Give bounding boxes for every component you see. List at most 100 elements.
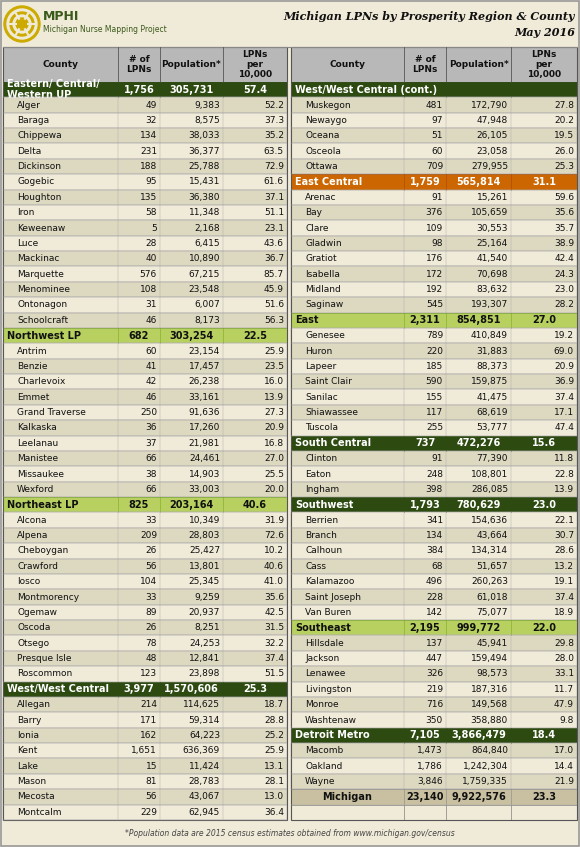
Text: Livingston: Livingston: [305, 685, 351, 694]
Text: Huron: Huron: [305, 346, 332, 356]
Text: 22.0: 22.0: [532, 623, 556, 633]
Text: Michigan LPNs by Prosperity Region & County: Michigan LPNs by Prosperity Region & Cou…: [284, 10, 575, 21]
Text: 38,033: 38,033: [188, 131, 220, 141]
Text: Branch: Branch: [305, 531, 337, 540]
Text: 172: 172: [426, 269, 443, 279]
Text: 20.0: 20.0: [264, 485, 284, 494]
Bar: [3, 620, 287, 635]
Bar: [291, 420, 577, 435]
Text: 134: 134: [140, 131, 157, 141]
Bar: [291, 482, 577, 497]
Bar: [3, 682, 287, 697]
Text: 43.6: 43.6: [264, 239, 284, 248]
Text: Baraga: Baraga: [17, 116, 49, 125]
Text: Ontonagon: Ontonagon: [17, 301, 67, 309]
Text: Barry: Barry: [17, 716, 41, 724]
Text: 35.6: 35.6: [264, 593, 284, 601]
Bar: [3, 128, 287, 143]
Text: 134,314: 134,314: [471, 546, 508, 556]
Text: Chippewa: Chippewa: [17, 131, 61, 141]
Text: East Central: East Central: [295, 177, 362, 187]
Text: County: County: [329, 60, 365, 69]
Bar: [291, 174, 577, 190]
Text: 33.1: 33.1: [554, 669, 574, 678]
Text: 789: 789: [426, 331, 443, 340]
Text: 229: 229: [140, 808, 157, 817]
Bar: [3, 251, 287, 267]
Text: Houghton: Houghton: [17, 193, 61, 202]
Text: 187,316: 187,316: [471, 685, 508, 694]
Text: 15: 15: [146, 761, 157, 771]
Text: 188: 188: [140, 162, 157, 171]
Text: Saint Clair: Saint Clair: [305, 377, 352, 386]
Text: 37: 37: [146, 439, 157, 448]
Text: 8,173: 8,173: [194, 316, 220, 324]
Bar: [291, 267, 577, 282]
Text: Eastern/ Central/
Western UP: Eastern/ Central/ Western UP: [7, 79, 100, 101]
Bar: [291, 620, 577, 635]
Text: 37.4: 37.4: [264, 654, 284, 663]
Text: # of
LPNs: # of LPNs: [412, 55, 438, 75]
Text: 2,311: 2,311: [409, 315, 440, 325]
Text: 52.2: 52.2: [264, 101, 284, 109]
Text: 5: 5: [151, 224, 157, 233]
Text: 51.5: 51.5: [264, 669, 284, 678]
Text: 636,369: 636,369: [183, 746, 220, 756]
Text: 33,003: 33,003: [188, 485, 220, 494]
Text: 25.3: 25.3: [554, 162, 574, 171]
Text: 49: 49: [146, 101, 157, 109]
Bar: [3, 728, 287, 743]
Bar: [291, 759, 577, 774]
Text: 57.4: 57.4: [243, 85, 267, 95]
Text: 23,140: 23,140: [406, 792, 444, 802]
Bar: [291, 97, 577, 113]
Bar: [3, 205, 287, 220]
Text: 192: 192: [426, 285, 443, 294]
Text: 21,981: 21,981: [188, 439, 220, 448]
Text: 56: 56: [146, 562, 157, 571]
Text: 358,880: 358,880: [471, 716, 508, 724]
Text: 98,573: 98,573: [477, 669, 508, 678]
Bar: [291, 635, 577, 650]
Text: 108,801: 108,801: [471, 469, 508, 479]
Bar: [3, 143, 287, 159]
Text: 72.9: 72.9: [264, 162, 284, 171]
Bar: [3, 512, 287, 528]
Text: 117: 117: [426, 408, 443, 417]
Text: 35.7: 35.7: [554, 224, 574, 233]
Bar: [3, 190, 287, 205]
Text: 42.5: 42.5: [264, 608, 284, 617]
Text: Otsego: Otsego: [17, 639, 49, 648]
Text: 61.6: 61.6: [264, 177, 284, 186]
Text: Arenac: Arenac: [305, 193, 336, 202]
Text: 6,007: 6,007: [194, 301, 220, 309]
Text: 481: 481: [426, 101, 443, 109]
Text: Kalkaska: Kalkaska: [17, 424, 57, 433]
Text: Menominee: Menominee: [17, 285, 70, 294]
Text: 154,636: 154,636: [471, 516, 508, 524]
Text: 47.9: 47.9: [554, 700, 574, 709]
Text: 19.5: 19.5: [554, 131, 574, 141]
Text: 88,373: 88,373: [477, 362, 508, 371]
Text: 38: 38: [146, 469, 157, 479]
Text: # of
LPNs: # of LPNs: [126, 55, 152, 75]
Bar: [3, 374, 287, 390]
Text: 28: 28: [146, 239, 157, 248]
Text: Charlevoix: Charlevoix: [17, 377, 66, 386]
Text: 248: 248: [426, 469, 443, 479]
Text: 28,783: 28,783: [188, 777, 220, 786]
Text: Muskegon: Muskegon: [305, 101, 351, 109]
Text: 48: 48: [146, 654, 157, 663]
Text: 95: 95: [146, 177, 157, 186]
Text: Emmet: Emmet: [17, 393, 49, 401]
Text: 203,164: 203,164: [169, 500, 213, 510]
Text: 19.1: 19.1: [554, 577, 574, 586]
Text: 28.2: 28.2: [554, 301, 574, 309]
Text: 1,756: 1,756: [124, 85, 154, 95]
Text: 19.2: 19.2: [554, 331, 574, 340]
Text: 26.0: 26.0: [554, 147, 574, 156]
Text: 23.0: 23.0: [532, 500, 556, 510]
Text: 193,307: 193,307: [471, 301, 508, 309]
Bar: [291, 590, 577, 605]
Text: Gratiot: Gratiot: [305, 254, 336, 263]
